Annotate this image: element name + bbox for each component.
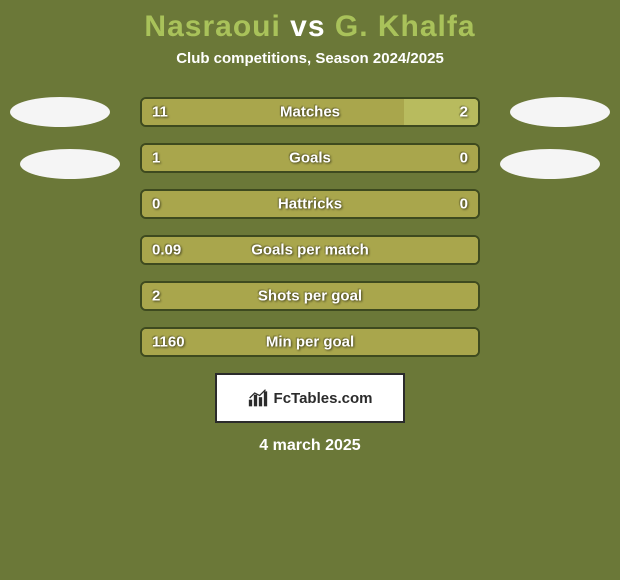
date-text: 4 march 2025 bbox=[0, 437, 620, 455]
stat-right-value: 0 bbox=[460, 196, 468, 213]
comparison-title: Nasraoui vs G. Khalfa bbox=[0, 0, 620, 44]
avatar-placeholder bbox=[500, 149, 600, 179]
stat-left-value: 2 bbox=[152, 288, 160, 305]
source-badge: FcTables.com bbox=[215, 373, 405, 423]
stat-left-value: 1 bbox=[152, 150, 160, 167]
stat-left-fill bbox=[142, 99, 404, 125]
vs-text: vs bbox=[290, 10, 325, 43]
stat-left-value: 11 bbox=[152, 104, 168, 121]
stat-row: 0.09 Goals per match bbox=[140, 235, 480, 265]
stat-row: 1160 Min per goal bbox=[140, 327, 480, 357]
stat-label: Shots per goal bbox=[258, 288, 362, 305]
stats-bars: 11 Matches 2 1 Goals 0 0 Hattricks 0 0.0… bbox=[140, 97, 480, 357]
avatar-placeholder bbox=[510, 97, 610, 127]
player2-name: G. Khalfa bbox=[335, 10, 476, 43]
stat-left-value: 0 bbox=[152, 196, 160, 213]
player1-name: Nasraoui bbox=[144, 10, 280, 43]
subtitle: Club competitions, Season 2024/2025 bbox=[0, 50, 620, 67]
stat-label: Min per goal bbox=[266, 334, 354, 351]
avatar-placeholder bbox=[20, 149, 120, 179]
source-badge-text: FcTables.com bbox=[274, 390, 373, 407]
stat-row: 0 Hattricks 0 bbox=[140, 189, 480, 219]
stat-right-value: 0 bbox=[460, 150, 468, 167]
stat-label: Goals bbox=[289, 150, 331, 167]
stat-row: 1 Goals 0 bbox=[140, 143, 480, 173]
stat-left-value: 1160 bbox=[152, 334, 185, 351]
stat-label: Hattricks bbox=[278, 196, 342, 213]
stat-label: Matches bbox=[280, 104, 340, 121]
avatar-placeholder bbox=[10, 97, 110, 127]
stat-left-value: 0.09 bbox=[152, 242, 181, 259]
stat-row: 11 Matches 2 bbox=[140, 97, 480, 127]
stat-row: 2 Shots per goal bbox=[140, 281, 480, 311]
stats-content: 11 Matches 2 1 Goals 0 0 Hattricks 0 0.0… bbox=[0, 97, 620, 455]
bar-chart-icon bbox=[248, 389, 268, 407]
stat-right-value: 2 bbox=[460, 104, 468, 121]
stat-label: Goals per match bbox=[251, 242, 369, 259]
